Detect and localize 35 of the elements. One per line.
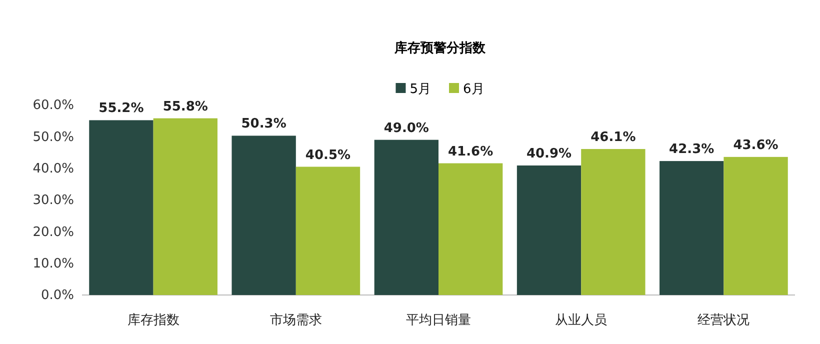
x-tick-label: 库存指数 [127, 313, 180, 328]
y-tick-label: 0.0% [40, 288, 74, 304]
chart-title: 库存预警分指数 [394, 40, 486, 56]
x-tick-label: 从业人员 [555, 313, 608, 328]
data-label: 43.6% [733, 138, 778, 153]
y-tick-label: 40.0% [32, 161, 74, 176]
data-label: 41.6% [448, 144, 494, 160]
bar [516, 165, 582, 295]
data-label: 40.9% [526, 146, 572, 162]
x-tick-label: 市场需求 [270, 313, 322, 328]
legend-label: 6月 [463, 82, 484, 97]
bar [232, 136, 296, 295]
x-tick-label: 经营状况 [698, 313, 750, 328]
x-tick-label: 平均日销量 [406, 313, 471, 328]
bar [374, 140, 438, 295]
data-label: 46.1% [590, 130, 636, 146]
data-label: 49.0% [384, 120, 429, 136]
y-tick-label: 10.0% [32, 256, 74, 272]
bar [89, 120, 154, 295]
legend-label: 5月 [410, 82, 431, 97]
bar [724, 156, 788, 295]
data-label: 42.3% [669, 142, 714, 158]
bar [438, 163, 503, 295]
y-tick-label: 60.0% [32, 98, 74, 114]
data-label: 55.8% [162, 99, 208, 114]
y-tick-label: 50.0% [32, 130, 74, 145]
y-tick-label: 20.0% [32, 224, 74, 240]
data-label: 50.3% [241, 116, 286, 132]
data-label: 55.2% [98, 101, 144, 116]
bar [581, 149, 646, 295]
bar [153, 118, 218, 295]
data-label: 40.5% [305, 148, 351, 163]
bar [660, 161, 724, 295]
bar [296, 166, 360, 295]
y-tick-label: 30.0% [32, 193, 74, 208]
